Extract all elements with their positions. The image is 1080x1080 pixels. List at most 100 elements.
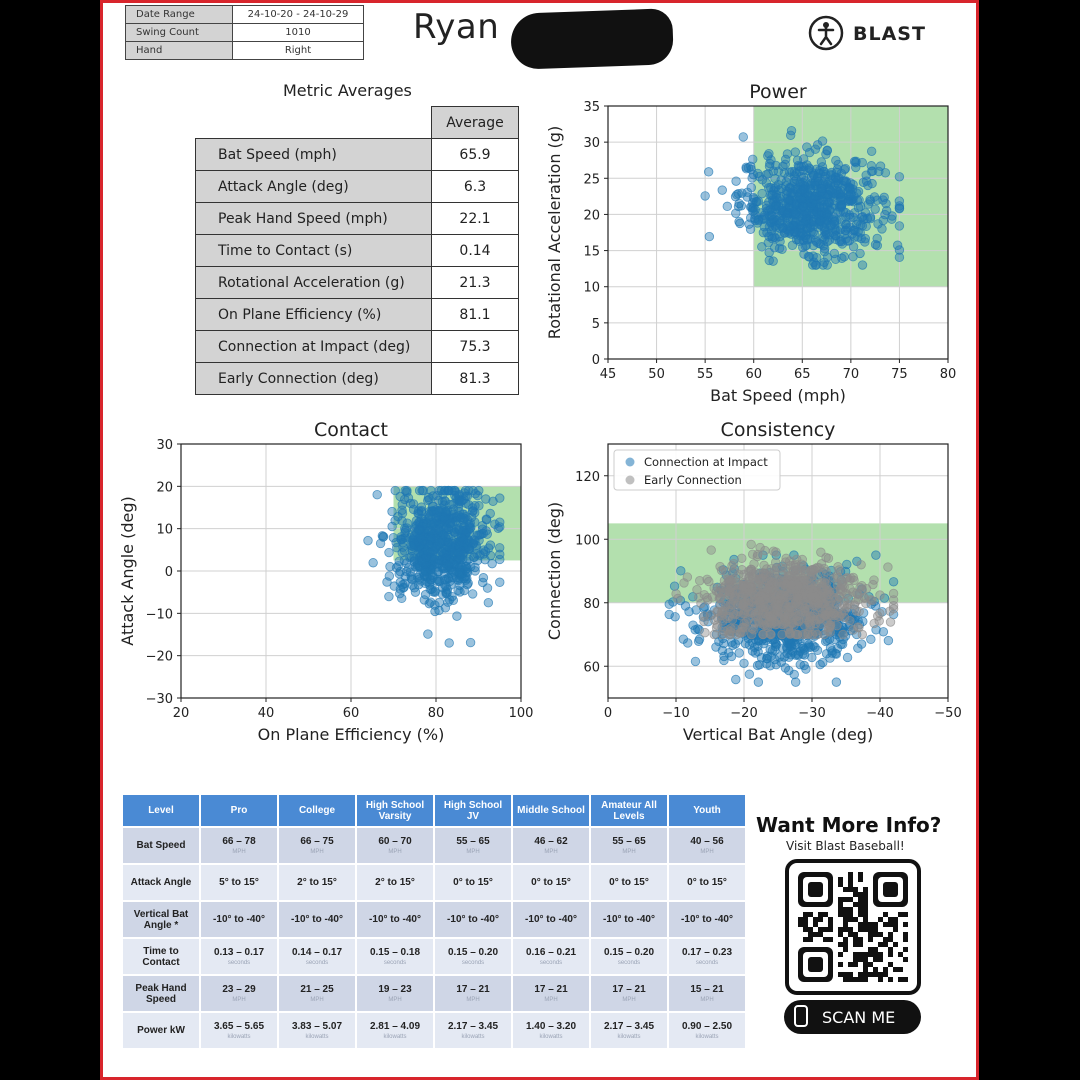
qr-module <box>853 932 858 937</box>
qr-module <box>868 932 873 937</box>
qr-module <box>858 922 863 927</box>
session-value: 1010 <box>232 23 364 42</box>
qr-module <box>838 972 843 977</box>
contact-chart: 20 40 60 80 100 −30 −20 −10 0 10 20 30 Contact On Pla… <box>118 419 533 744</box>
data-point <box>848 252 858 262</box>
data-point <box>762 654 772 664</box>
brand-name: BLAST <box>853 23 926 45</box>
qr-module <box>838 952 843 957</box>
data-point <box>397 499 407 510</box>
data-point <box>465 637 476 648</box>
data-point <box>843 191 854 201</box>
data-point <box>477 521 488 531</box>
data-point <box>482 583 493 593</box>
qr-module <box>853 902 858 907</box>
qr-module <box>863 892 868 897</box>
data-point <box>778 161 788 171</box>
data-point <box>871 550 881 560</box>
data-point <box>731 674 741 685</box>
data-point <box>798 202 808 212</box>
levels-cell-value: 5° to 15° <box>219 877 259 888</box>
qr-module <box>838 897 843 902</box>
qr-module <box>858 902 863 907</box>
data-point <box>485 508 495 519</box>
data-point <box>766 629 776 640</box>
y-tick-label: 100 <box>575 533 600 548</box>
data-point <box>810 144 821 154</box>
levels-cell: 15 – 21 MPH <box>669 976 745 1011</box>
y-tick-label: 80 <box>583 597 600 612</box>
levels-row: Attack Angle 5° to 15° 2° to 15° 2° to 15° 0… <box>123 865 745 900</box>
data-point <box>749 559 759 569</box>
data-point <box>485 550 496 561</box>
data-point <box>464 543 474 554</box>
data-point <box>445 518 456 528</box>
levels-cell: 0.90 – 2.50 kilowatts <box>669 1013 745 1048</box>
data-point <box>384 547 394 558</box>
qr-module <box>878 952 883 957</box>
data-point <box>781 181 791 191</box>
qr-module <box>848 972 853 977</box>
y-tick-label: 20 <box>156 480 173 495</box>
qr-module <box>853 952 858 957</box>
session-label: Date Range <box>125 5 233 24</box>
data-point <box>702 574 712 585</box>
qr-module <box>858 897 863 902</box>
session-row-hand: Hand Right <box>125 41 364 60</box>
data-point <box>808 170 819 180</box>
qr-module <box>863 912 868 917</box>
levels-cell: -10° to -40° <box>669 902 745 937</box>
data-point <box>455 587 465 597</box>
x-tick-label: 65 <box>794 367 811 382</box>
data-point <box>870 204 880 214</box>
y-tick-label: 30 <box>156 438 173 453</box>
data-point <box>396 535 407 545</box>
levels-cell: 66 – 75 MPH <box>279 828 355 863</box>
qr-module <box>848 897 853 902</box>
qr-module <box>838 932 843 937</box>
levels-cell: 17 – 21 MPH <box>435 976 511 1011</box>
qr-module <box>848 932 853 937</box>
scan-me-button[interactable]: SCAN ME <box>784 1000 921 1034</box>
levels-cell: 40 – 56 MPH <box>669 828 745 863</box>
data-point <box>744 669 755 679</box>
data-point <box>418 485 428 496</box>
y-tick-label: −20 <box>146 650 173 665</box>
data-point <box>790 199 801 209</box>
data-point <box>748 206 758 216</box>
legend-box <box>613 449 781 491</box>
levels-column-header: Middle School <box>513 795 589 826</box>
levels-cell-value: 0.15 – 0.20 <box>603 947 655 958</box>
data-point <box>474 485 484 496</box>
data-point <box>802 160 812 170</box>
data-point <box>470 562 480 573</box>
data-point <box>872 233 882 244</box>
levels-cell-value: -10° to -40° <box>681 914 733 925</box>
qr-code[interactable] <box>785 859 921 995</box>
x-tick-label: 70 <box>843 367 860 382</box>
qr-module <box>883 937 888 942</box>
data-point <box>860 237 870 247</box>
data-point <box>831 677 842 687</box>
data-point <box>495 554 505 565</box>
qr-module <box>798 922 803 927</box>
levels-cell-unit: MPH <box>388 849 402 855</box>
data-point <box>699 616 709 627</box>
qr-module <box>863 902 868 907</box>
data-point <box>790 559 801 570</box>
data-point <box>838 629 848 640</box>
data-point <box>798 242 808 253</box>
data-point <box>782 149 793 159</box>
session-label: Swing Count <box>125 23 233 42</box>
levels-cell-value: 55 – 65 <box>612 836 646 847</box>
data-point <box>464 485 474 496</box>
data-point <box>736 201 747 211</box>
chart-title: Contact <box>314 419 388 441</box>
data-point <box>454 553 465 563</box>
qr-module <box>843 942 848 947</box>
data-point <box>835 207 845 217</box>
data-point <box>363 535 373 546</box>
legend-marker <box>625 457 635 467</box>
data-point <box>883 635 894 646</box>
data-point <box>494 543 505 553</box>
